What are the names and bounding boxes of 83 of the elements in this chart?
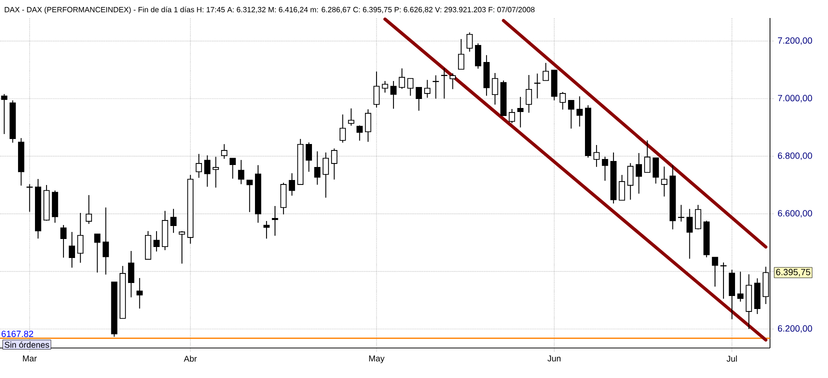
candlestick <box>77 212 84 264</box>
candlestick <box>26 184 33 212</box>
candlestick <box>94 234 100 274</box>
candlestick <box>288 172 296 196</box>
candlestick <box>331 148 338 180</box>
candlestick <box>221 144 228 160</box>
candlestick <box>314 150 320 186</box>
candlestick <box>364 108 372 142</box>
y-tick-label: 6.800,00 <box>778 152 812 160</box>
candlestick <box>170 208 177 234</box>
candlestick <box>238 160 244 185</box>
candlestick <box>340 114 346 144</box>
candlestick <box>576 96 583 128</box>
candlestick <box>652 157 659 184</box>
candlestick <box>322 152 329 198</box>
candlestick <box>636 152 642 194</box>
candlestick <box>474 42 482 70</box>
candlestick <box>306 142 312 172</box>
candlestick <box>60 224 67 258</box>
candlestick <box>128 250 134 298</box>
candlestick <box>458 38 464 70</box>
candlestick <box>356 124 363 142</box>
candlestick <box>517 96 524 128</box>
candlestick <box>542 62 549 81</box>
candlestick <box>568 100 574 130</box>
candlestick <box>382 80 388 94</box>
candlestick <box>263 220 270 240</box>
x-tick-label: May <box>369 356 385 364</box>
candlestick <box>712 256 718 288</box>
candlestick <box>144 230 152 260</box>
candlestick <box>618 174 626 201</box>
candlestick <box>136 278 143 309</box>
candlestick <box>526 74 532 114</box>
candlestick <box>102 207 109 276</box>
candlestick <box>441 68 448 100</box>
text: 6.395,75 <box>776 268 810 276</box>
x-tick-label: Jun <box>548 356 561 362</box>
candlestick <box>678 204 684 222</box>
candlestick <box>694 204 702 230</box>
candlestick <box>196 153 202 178</box>
candlestick <box>178 230 186 264</box>
y-tick-label: 7.000,00 <box>778 94 812 102</box>
candlestick <box>534 73 540 99</box>
annotation: Sin órdenes <box>4 341 50 348</box>
candlestick <box>86 194 92 224</box>
y-tick-label: 6.600,00 <box>778 210 812 218</box>
candlestick <box>348 108 354 126</box>
candlestick <box>398 68 406 90</box>
candlestick <box>720 262 727 300</box>
candlestick <box>246 180 253 213</box>
candlestick <box>644 140 650 173</box>
candlestick <box>1 94 8 134</box>
candlestick <box>390 80 397 110</box>
candlestick <box>466 32 473 52</box>
candlestick <box>737 271 744 302</box>
candlestick <box>627 162 634 200</box>
candlestick <box>424 79 430 98</box>
candlestick <box>373 71 380 108</box>
candlestick <box>728 269 736 320</box>
candlestick <box>416 86 422 112</box>
candlestick <box>407 78 414 96</box>
y-tick-label: 6.200,00 <box>778 325 812 333</box>
candlestick <box>686 208 693 260</box>
x-tick-label: Abr <box>184 356 197 362</box>
candlestick <box>602 156 608 182</box>
x-tick-label: Jul <box>726 356 737 362</box>
candlestick <box>153 230 160 252</box>
candlestick <box>492 72 498 106</box>
candlestick <box>204 154 210 188</box>
candlestick <box>230 158 236 180</box>
candlestick <box>593 144 600 168</box>
ref-line-label: 6167.82 <box>2 330 34 338</box>
candlestick <box>432 74 439 100</box>
candlestick <box>560 92 566 110</box>
candlestick <box>212 156 219 188</box>
y-tick-label: 7.200,00 <box>778 37 812 45</box>
candlestick <box>272 206 278 236</box>
candlestick <box>661 166 668 197</box>
candlestick <box>508 108 516 124</box>
x-tick-label: Mar <box>23 356 37 362</box>
candlestick <box>450 72 456 90</box>
candlestick <box>68 232 76 268</box>
candlestick <box>280 182 287 215</box>
